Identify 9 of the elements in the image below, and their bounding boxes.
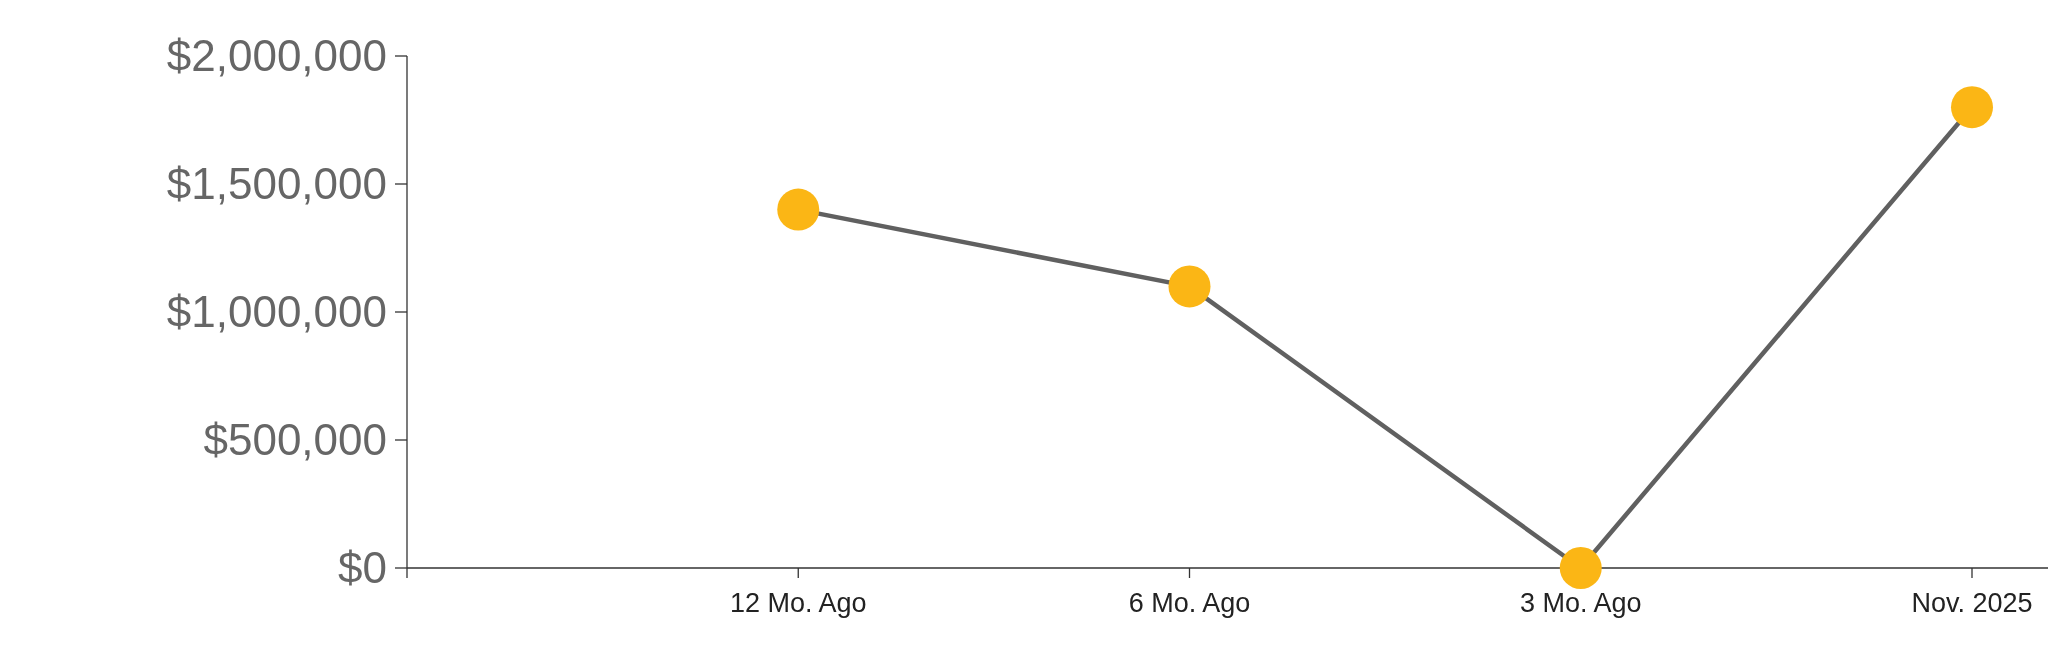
y-tick-label: $1,500,000	[166, 159, 387, 209]
x-tick-label: 3 Mo. Ago	[1519, 588, 1642, 618]
y-tick-label: $0	[338, 543, 387, 593]
x-tick-label: 12 Mo. Ago	[729, 588, 867, 618]
y-tick-label: $1,000,000	[166, 287, 387, 337]
x-tick-label: 6 Mo. Ago	[1128, 588, 1251, 618]
y-tick-label: $500,000	[203, 415, 387, 465]
x-tick-label: Nov. 2025	[1911, 588, 2033, 618]
y-tick-label: $2,000,000	[166, 31, 387, 81]
